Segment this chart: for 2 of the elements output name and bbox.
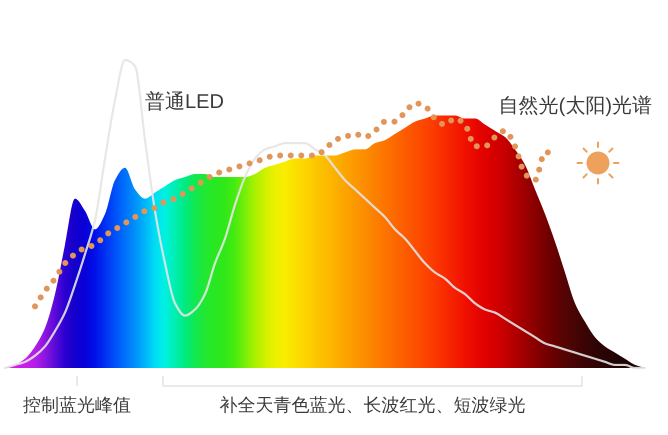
annotation: 控制蓝光峰值	[23, 376, 131, 415]
annotation: 补全天青色蓝光、长波红光、短波绿光	[162, 376, 582, 415]
